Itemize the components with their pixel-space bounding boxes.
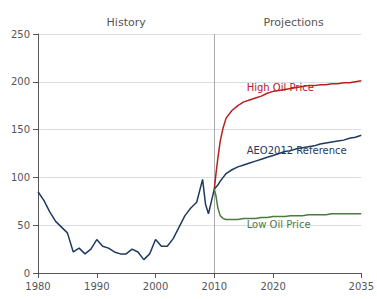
svg-text:1980: 1980 <box>25 281 50 292</box>
svg-text:250: 250 <box>11 29 30 40</box>
svg-text:Low Oil Price: Low Oil Price <box>247 219 311 230</box>
svg-text:2020: 2020 <box>260 281 285 292</box>
svg-text:50: 50 <box>17 220 30 231</box>
svg-text:History: History <box>107 16 147 29</box>
svg-text:150: 150 <box>11 124 30 135</box>
svg-text:0: 0 <box>24 268 30 279</box>
svg-text:High Oil Price: High Oil Price <box>247 82 314 93</box>
svg-text:200: 200 <box>11 76 30 87</box>
svg-text:2035: 2035 <box>349 281 374 292</box>
svg-text:2000: 2000 <box>143 281 168 292</box>
svg-text:Projections: Projections <box>264 16 324 29</box>
svg-text:100: 100 <box>11 172 30 183</box>
svg-text:2010: 2010 <box>202 281 227 292</box>
svg-text:1990: 1990 <box>84 281 109 292</box>
svg-text:AEO2012 Reference: AEO2012 Reference <box>247 145 347 156</box>
